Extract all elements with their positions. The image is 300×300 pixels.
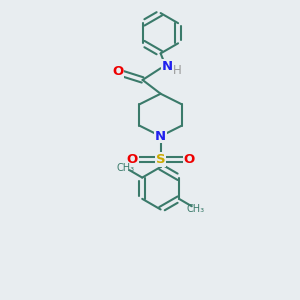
Text: N: N: [162, 60, 173, 73]
Text: O: O: [127, 153, 138, 166]
Text: O: O: [183, 153, 194, 166]
Text: N: N: [155, 130, 166, 143]
Text: H: H: [173, 64, 182, 77]
Text: CH₃: CH₃: [117, 163, 135, 172]
Text: CH₃: CH₃: [187, 204, 205, 214]
Text: O: O: [112, 65, 123, 78]
Text: S: S: [156, 153, 165, 166]
